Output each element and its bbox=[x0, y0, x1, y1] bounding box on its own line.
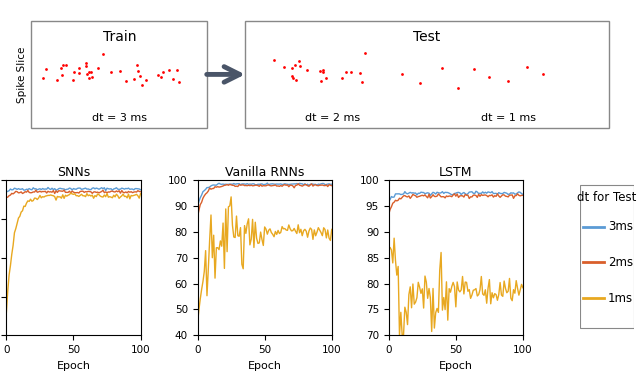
Point bbox=[61, 62, 72, 68]
Point bbox=[135, 73, 145, 79]
Point bbox=[287, 73, 297, 79]
Point bbox=[69, 69, 79, 75]
Point bbox=[84, 69, 94, 75]
Point bbox=[174, 79, 184, 85]
Bar bbox=[31, 21, 207, 128]
Point bbox=[52, 77, 62, 83]
Point bbox=[484, 74, 495, 80]
Point bbox=[355, 70, 365, 76]
Point bbox=[437, 65, 447, 71]
Point bbox=[74, 70, 84, 77]
Bar bbox=[244, 21, 609, 128]
Point bbox=[58, 62, 68, 68]
Text: 1ms: 1ms bbox=[608, 291, 633, 304]
Point bbox=[106, 69, 116, 75]
Point bbox=[290, 62, 300, 69]
Point bbox=[503, 78, 513, 84]
Point bbox=[341, 69, 351, 75]
Point bbox=[74, 65, 84, 71]
Point bbox=[522, 64, 532, 70]
Point bbox=[133, 68, 143, 74]
Title: Vanilla RNNs: Vanilla RNNs bbox=[225, 166, 305, 179]
Point bbox=[38, 75, 48, 81]
Point bbox=[93, 65, 103, 71]
Point bbox=[288, 75, 298, 81]
Point bbox=[295, 62, 305, 69]
Point bbox=[132, 62, 142, 68]
Point bbox=[41, 66, 51, 72]
Point bbox=[360, 50, 370, 56]
Point bbox=[415, 80, 426, 86]
Point bbox=[468, 66, 479, 72]
Text: Train: Train bbox=[102, 30, 136, 44]
Text: Spike Slice: Spike Slice bbox=[17, 46, 27, 102]
Point bbox=[316, 78, 326, 85]
Point bbox=[81, 60, 92, 66]
Point bbox=[538, 71, 548, 77]
Text: 2ms: 2ms bbox=[608, 256, 633, 269]
Point bbox=[172, 67, 182, 74]
Point bbox=[68, 77, 78, 83]
Point bbox=[152, 72, 163, 78]
Point bbox=[346, 69, 356, 75]
Point bbox=[87, 74, 97, 80]
Point bbox=[287, 65, 297, 71]
Point bbox=[86, 69, 96, 75]
X-axis label: Epoch: Epoch bbox=[56, 360, 90, 371]
Text: dt = 2 ms: dt = 2 ms bbox=[305, 113, 360, 123]
Text: dt = 1 ms: dt = 1 ms bbox=[481, 113, 536, 123]
Point bbox=[168, 76, 178, 82]
Text: Test: Test bbox=[413, 30, 440, 44]
Point bbox=[396, 71, 406, 77]
Point bbox=[321, 75, 332, 81]
X-axis label: Epoch: Epoch bbox=[439, 360, 473, 371]
Point bbox=[115, 68, 125, 74]
Point bbox=[318, 69, 328, 75]
Point bbox=[121, 78, 131, 84]
Point bbox=[164, 67, 174, 74]
Point bbox=[278, 64, 289, 70]
Point bbox=[294, 58, 304, 64]
Point bbox=[317, 67, 328, 73]
Point bbox=[57, 72, 67, 78]
Text: dt = 3 ms: dt = 3 ms bbox=[92, 113, 147, 123]
Point bbox=[269, 56, 280, 62]
Point bbox=[81, 63, 91, 69]
Text: 3ms: 3ms bbox=[608, 220, 633, 233]
Point bbox=[141, 77, 151, 83]
Point bbox=[291, 77, 301, 83]
Title: LSTM: LSTM bbox=[439, 166, 472, 179]
Point bbox=[83, 71, 93, 77]
Point bbox=[156, 74, 166, 80]
Point bbox=[129, 76, 140, 82]
Title: SNNs: SNNs bbox=[57, 166, 90, 179]
Point bbox=[158, 69, 168, 75]
Point bbox=[98, 51, 108, 58]
Point bbox=[301, 67, 312, 73]
Point bbox=[453, 85, 463, 91]
Point bbox=[137, 82, 147, 88]
X-axis label: Epoch: Epoch bbox=[248, 360, 282, 371]
Point bbox=[337, 75, 347, 81]
Point bbox=[56, 65, 66, 71]
Point bbox=[84, 75, 94, 81]
Point bbox=[357, 79, 367, 85]
Text: dt for Test: dt for Test bbox=[577, 191, 636, 204]
Point bbox=[315, 68, 325, 74]
